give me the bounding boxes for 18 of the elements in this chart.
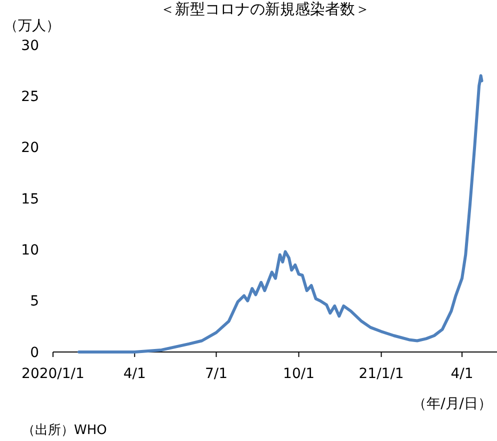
chart-title: ＜新型コロナの新規感染者数＞ bbox=[160, 0, 370, 18]
y-tick-label: 25 bbox=[21, 89, 39, 106]
y-tick-label: 10 bbox=[21, 242, 39, 259]
x-tick-label: 7/1 bbox=[204, 366, 228, 382]
y-tick-label: 15 bbox=[21, 191, 39, 208]
x-tick-label: 10/1 bbox=[283, 366, 314, 382]
line-series bbox=[78, 74, 484, 354]
x-tick-label: 21/1/1 bbox=[358, 366, 404, 382]
y-tick-label: 5 bbox=[30, 294, 39, 310]
y-tick-label: 20 bbox=[21, 140, 39, 156]
x-tick-label: 4/1 bbox=[450, 366, 474, 382]
y-axis-title: （万人） bbox=[4, 18, 60, 34]
y-tick-label: 0 bbox=[30, 344, 39, 361]
x-tick-label: 4/1 bbox=[123, 366, 146, 382]
text: （出所）WHO bbox=[22, 423, 107, 438]
y-tick-label: 30 bbox=[21, 38, 39, 54]
x-axis-title: （年/月/日） bbox=[412, 396, 492, 412]
x-tick-label: 2020/1/1 bbox=[22, 366, 84, 382]
